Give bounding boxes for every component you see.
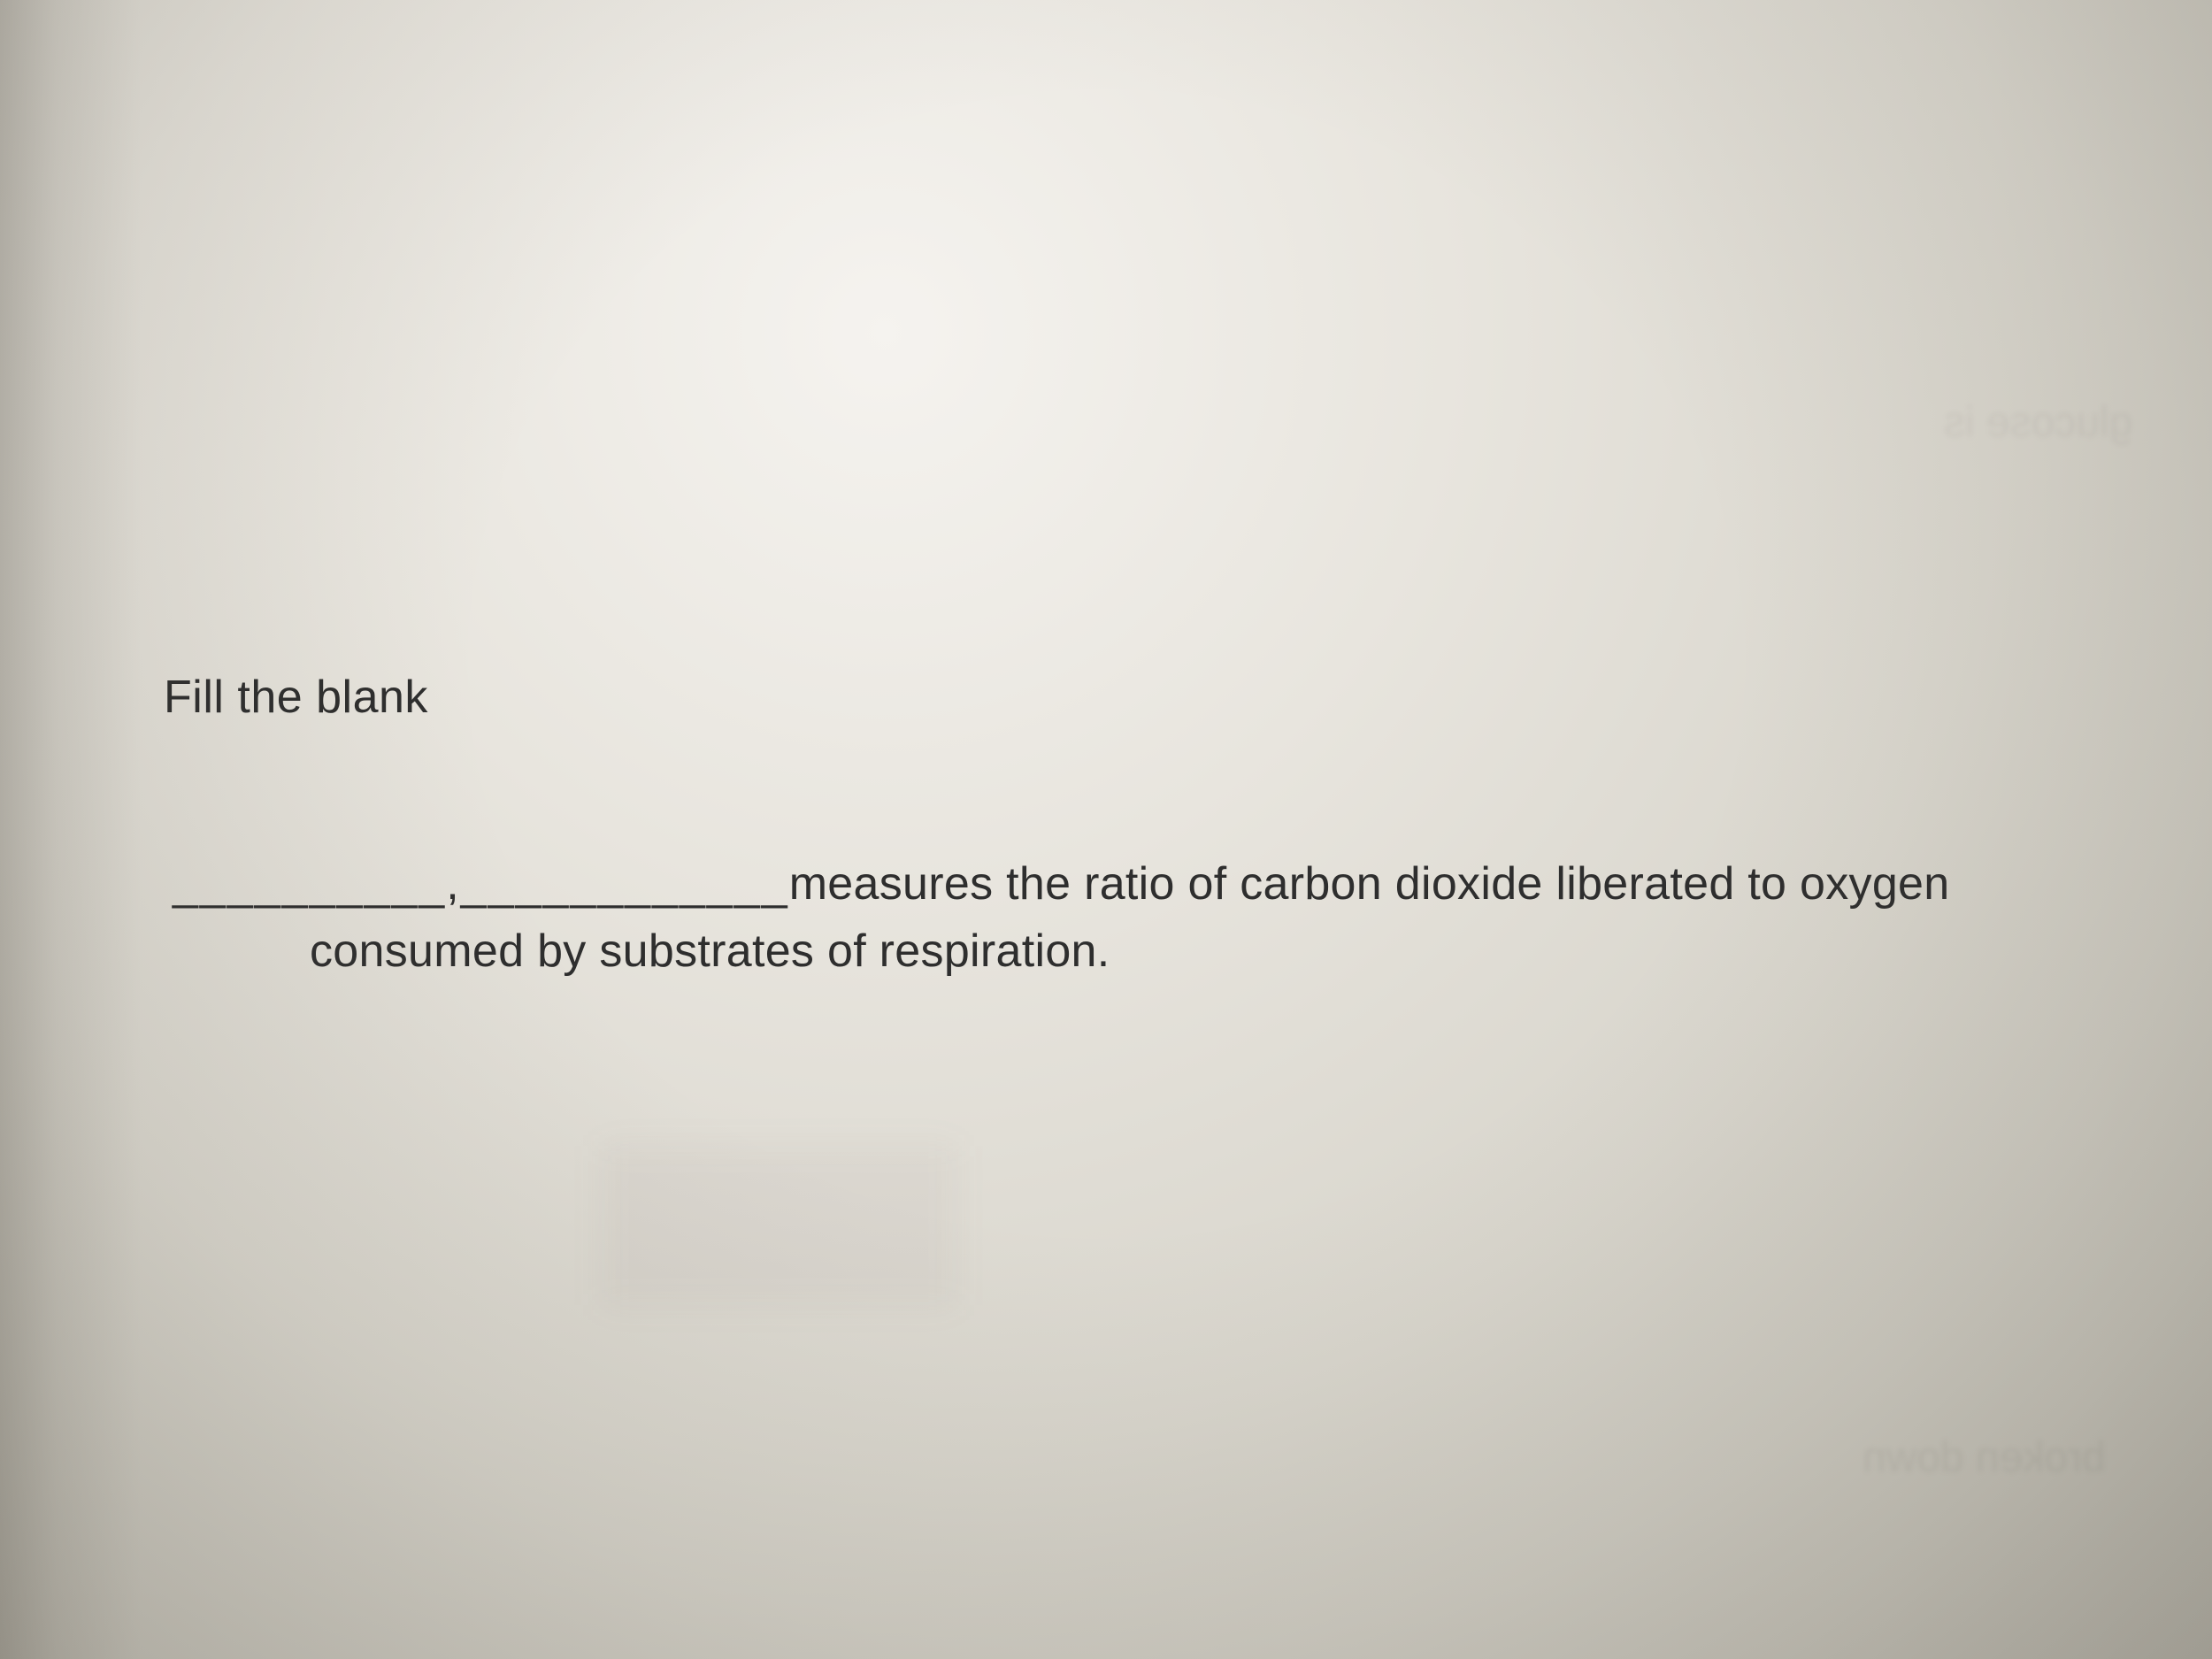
left-edge-shadow [0,0,142,1659]
paper-bleed-artifact: broken down [1863,1433,2106,1482]
paper-bleed-artifact: glucose is [1944,398,2132,447]
question-line-2: consumed by substrates of respiration. [173,917,2031,986]
document-page: glucose is broken down Fill the blank __… [0,0,2212,1659]
blank-placeholder: __________,____________ [173,858,789,910]
paper-bleed-artifact [602,1146,956,1305]
fill-blank-question: __________,____________measures the rati… [173,849,2031,986]
lighting-vignette [0,0,2212,1659]
question-line-1: __________,____________measures the rati… [173,849,2031,918]
question-text-part-1: measures the ratio of carbon dioxide lib… [789,858,1950,910]
section-heading: Fill the blank [164,671,428,724]
